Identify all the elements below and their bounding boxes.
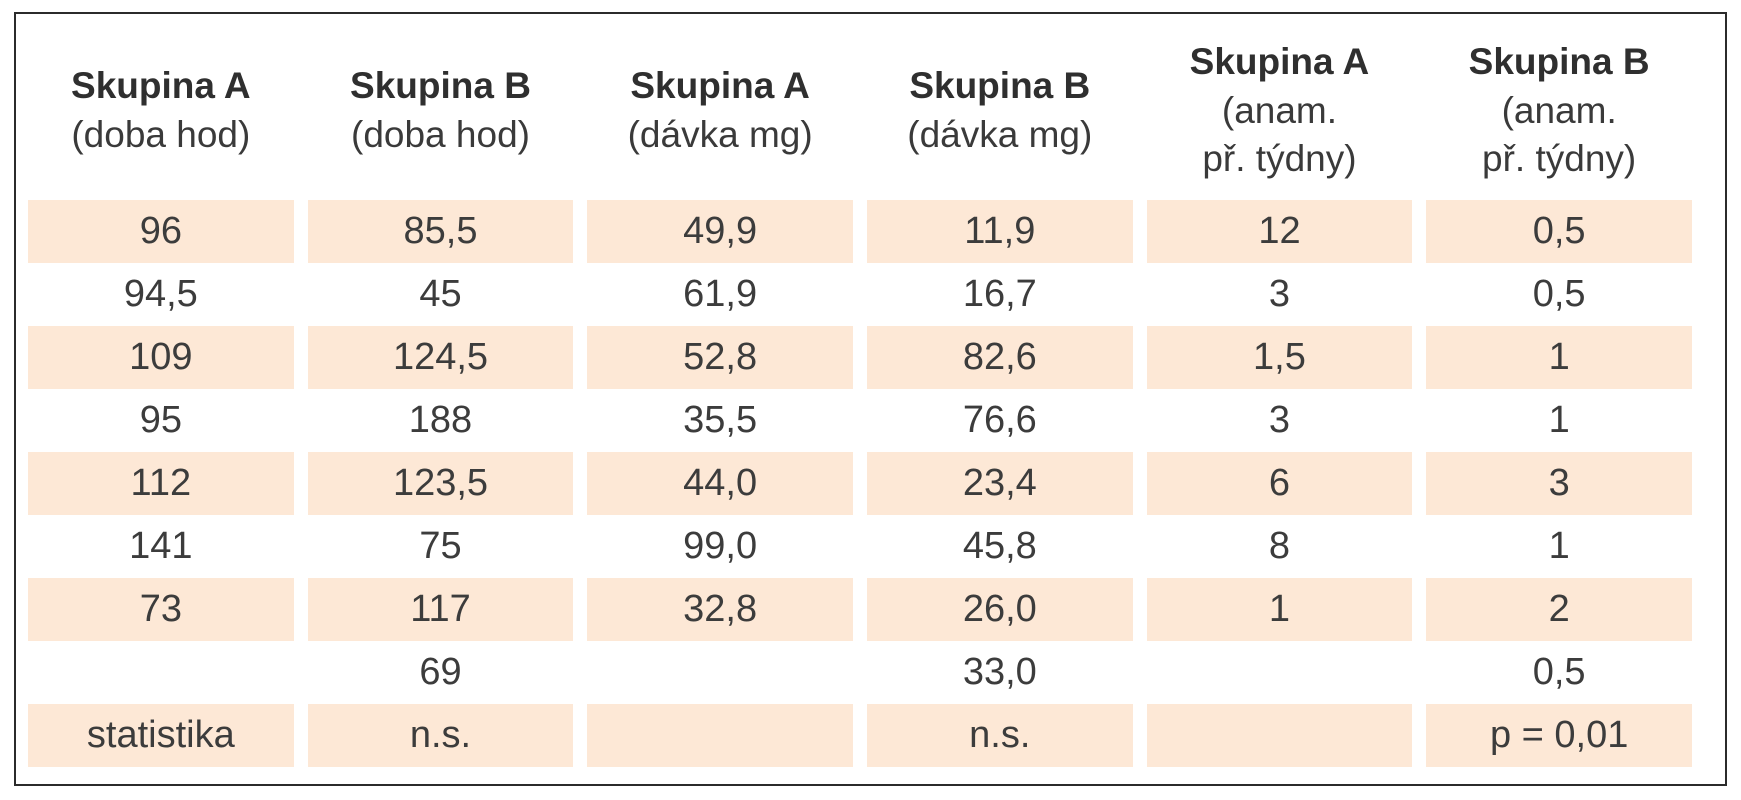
table-cell: 16,7 <box>962 273 1037 315</box>
table-row: 95 188 35,5 76,6 3 1 <box>28 389 1692 452</box>
table-cell: 0,5 <box>1426 200 1692 263</box>
table-cell: n.s. <box>866 704 1133 767</box>
table-cell: 85,5 <box>307 200 574 263</box>
header-title: Skupina A <box>630 65 810 107</box>
table-cell: 3 <box>1268 399 1291 441</box>
header-title: Skupina A <box>71 65 251 107</box>
table-cell: 76,6 <box>962 399 1037 441</box>
table-cell: 123,5 <box>307 452 574 515</box>
table-cell: 117 <box>307 578 574 641</box>
header-row: Skupina A (doba hod) Skupina B (doba hod… <box>28 22 1692 200</box>
table-cell: 124,5 <box>307 326 574 389</box>
results-table: Skupina A (doba hod) Skupina B (doba hod… <box>14 22 1706 767</box>
table-row: 141 75 99,0 45,8 8 1 <box>28 515 1692 578</box>
table-cell: 73 <box>28 578 294 641</box>
header-title: Skupina B <box>1468 40 1650 82</box>
table-cell: 141 <box>129 525 193 567</box>
table-cell: statistika <box>28 704 294 767</box>
header-group-a-anamnesis: Skupina A (anam. př. týdny) <box>1147 22 1413 200</box>
table-cell <box>1146 704 1413 767</box>
table-cell: 96 <box>28 200 294 263</box>
header-group-a-time: Skupina A (doba hod) <box>28 22 294 200</box>
table-cell: 32,8 <box>587 578 853 641</box>
table-cell: 1 <box>1146 578 1413 641</box>
table-cell <box>28 641 294 704</box>
table-cell: 109 <box>28 326 294 389</box>
header-subtitle: (dávka mg) <box>627 114 813 155</box>
table-cell <box>587 704 853 767</box>
table-cell: 0,5 <box>1532 651 1586 693</box>
table-cell: 82,6 <box>866 326 1133 389</box>
table-cell: 3 <box>1426 452 1692 515</box>
table-cell: 94,5 <box>123 273 198 315</box>
table-cell: 11,9 <box>866 200 1133 263</box>
header-title: Skupina A <box>1189 40 1370 82</box>
table-row: 112 123,5 44,0 23,4 6 3 <box>28 452 1692 515</box>
table-row: 109 124,5 52,8 82,6 1,5 1 <box>28 326 1692 389</box>
header-subtitle: (doba hod) <box>71 114 251 155</box>
table-row: 96 85,5 49,9 11,9 12 0,5 <box>28 200 1692 263</box>
header-subtitle: př. týdny) <box>1482 138 1637 180</box>
table-cell: 1,5 <box>1146 326 1413 389</box>
table-cell: 8 <box>1268 525 1291 567</box>
table-cell: 61,9 <box>683 273 758 315</box>
header-subtitle: (anam. <box>1221 89 1338 131</box>
table-cell: 44,0 <box>587 452 853 515</box>
table-row: 69 33,0 0,5 <box>28 641 1692 704</box>
header-title: Skupina B <box>350 65 531 107</box>
table-cell: 52,8 <box>587 326 853 389</box>
table-cell: 33,0 <box>962 651 1037 693</box>
table-row: 94,5 45 61,9 16,7 3 0,5 <box>28 263 1692 326</box>
header-subtitle: (dávka mg) <box>907 114 1093 155</box>
header-group-b-dose: Skupina B (dávka mg) <box>867 22 1133 200</box>
header-title: Skupina B <box>909 65 1091 107</box>
table-cell <box>1147 641 1413 704</box>
table-cell: 23,4 <box>866 452 1133 515</box>
header-subtitle: (anam. <box>1501 89 1617 131</box>
table-cell: 1 <box>1548 399 1570 441</box>
table-cell: 26,0 <box>866 578 1133 641</box>
header-subtitle: (doba hod) <box>351 114 530 155</box>
table-cell: p = 0,01 <box>1426 704 1692 767</box>
table-cell: 6 <box>1146 452 1413 515</box>
table-cell: 1 <box>1548 525 1570 567</box>
table-row: 73 117 32,8 26,0 1 2 <box>28 578 1692 641</box>
table-cell: 75 <box>419 525 462 567</box>
header-group-a-dose: Skupina A (dávka mg) <box>587 22 853 200</box>
table-cell: n.s. <box>307 704 574 767</box>
table-cell: 45,8 <box>962 525 1037 567</box>
table-cell: 45 <box>419 273 462 315</box>
table-cell: 188 <box>408 399 473 441</box>
table-cell: 3 <box>1268 273 1291 315</box>
table-frame <box>14 12 1727 786</box>
table-cell: 1 <box>1426 326 1692 389</box>
header-subtitle: př. týdny) <box>1202 138 1357 180</box>
table-cell: 35,5 <box>683 399 758 441</box>
table-body: 96 85,5 49,9 11,9 12 0,5 94,5 45 61,9 16,7 3 0,5 109… <box>28 200 1692 767</box>
table-cell: 2 <box>1426 578 1692 641</box>
table-cell: 69 <box>419 651 462 693</box>
statistics-row: statistika n.s. n.s. p = 0,01 <box>28 704 1692 767</box>
table-cell: 112 <box>28 452 294 515</box>
table-cell: 49,9 <box>587 200 853 263</box>
header-group-b-time: Skupina B (doba hod) <box>308 22 574 200</box>
table-cell: 95 <box>139 399 182 441</box>
table-cell <box>587 641 853 704</box>
table-cell: 12 <box>1146 200 1413 263</box>
table-cell: 0,5 <box>1532 273 1586 315</box>
header-group-b-anamnesis: Skupina B (anam. př. týdny) <box>1426 22 1692 200</box>
table-cell: 99,0 <box>683 525 758 567</box>
